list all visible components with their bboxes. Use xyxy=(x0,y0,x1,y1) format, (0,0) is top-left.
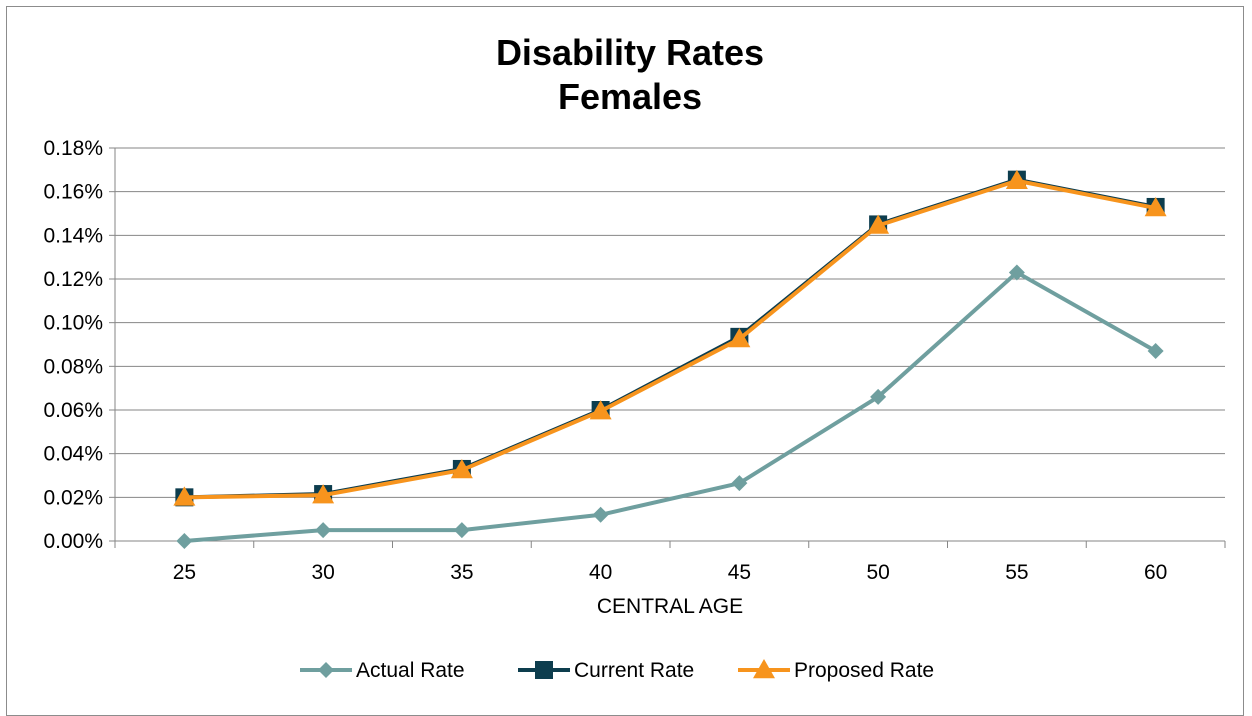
x-tick-label: 50 xyxy=(866,561,889,584)
x-tick-label: 35 xyxy=(450,561,473,584)
legend-label-proposed-rate: Proposed Rate xyxy=(794,659,934,682)
legend-marker-actual-rate xyxy=(318,662,334,678)
y-tick-label: 0.10% xyxy=(43,312,103,335)
y-tick-label: 0.14% xyxy=(43,224,103,247)
data-point-actual-rate xyxy=(731,475,748,492)
x-tick-labels: 25 30 35 40 45 50 55 60 xyxy=(173,561,1168,584)
data-point-proposed-rate xyxy=(173,486,196,506)
gridlines xyxy=(109,147,1225,542)
axes xyxy=(114,148,1226,548)
data-point-proposed-rate xyxy=(312,484,335,504)
legend-item-current-rate: Current Rate xyxy=(518,659,694,682)
x-axis-title: CENTRAL AGE xyxy=(597,595,743,618)
data-point-proposed-rate xyxy=(589,400,612,420)
series-line-proposed-rate xyxy=(184,178,1157,500)
data-point-proposed-rate xyxy=(1005,169,1028,189)
x-tick-label: 40 xyxy=(589,561,612,584)
data-point-actual-rate xyxy=(315,522,332,539)
legend: Actual Rate Current Rate Proposed Rate xyxy=(300,659,934,682)
series-actual-rate xyxy=(176,264,1164,549)
data-point-actual-rate xyxy=(870,388,887,405)
y-tick-label: 0.12% xyxy=(43,268,103,291)
legend-item-proposed-rate: Proposed Rate xyxy=(738,659,934,682)
x-tick-label: 45 xyxy=(728,561,751,584)
y-tick-label: 0.00% xyxy=(43,530,103,553)
x-tick-label: 55 xyxy=(1005,561,1028,584)
data-point-proposed-rate xyxy=(450,459,473,479)
data-point-actual-rate xyxy=(1008,264,1025,281)
y-tick-label: 0.18% xyxy=(43,137,103,160)
chart-title-line-1: Disability Rates xyxy=(496,32,764,73)
data-point-actual-rate xyxy=(176,533,193,549)
legend-marker-proposed-rate xyxy=(753,659,775,679)
legend-marker-current-rate xyxy=(535,661,553,679)
legend-label-actual-rate: Actual Rate xyxy=(356,659,465,682)
series-proposed-rate xyxy=(173,169,1167,506)
y-tick-labels: 0.00% 0.02% 0.04% 0.06% 0.08% 0.10% 0.12% 0.14%… xyxy=(43,137,103,553)
y-tick-label: 0.04% xyxy=(43,443,103,466)
chart-title-line-2: Females xyxy=(558,76,702,117)
y-tick-label: 0.08% xyxy=(43,355,103,378)
x-tick-label: 25 xyxy=(173,561,196,584)
data-point-proposed-rate xyxy=(728,328,751,348)
x-tick-label: 30 xyxy=(311,561,334,584)
series-line-actual-rate xyxy=(184,270,1157,543)
y-tick-label: 0.06% xyxy=(43,399,103,422)
y-tick-label: 0.02% xyxy=(43,486,103,509)
series-line-current-rate xyxy=(184,177,1157,500)
legend-item-actual-rate: Actual Rate xyxy=(300,659,465,682)
legend-label-current-rate: Current Rate xyxy=(574,659,694,682)
data-point-proposed-rate xyxy=(867,214,890,234)
series-group xyxy=(173,169,1167,549)
data-point-actual-rate xyxy=(1147,343,1164,360)
data-point-proposed-rate xyxy=(1144,197,1167,217)
data-point-actual-rate xyxy=(453,522,470,539)
x-tick-label: 60 xyxy=(1144,561,1167,584)
y-tick-label: 0.16% xyxy=(43,181,103,204)
series-current-rate xyxy=(175,170,1165,507)
data-point-actual-rate xyxy=(592,506,609,523)
